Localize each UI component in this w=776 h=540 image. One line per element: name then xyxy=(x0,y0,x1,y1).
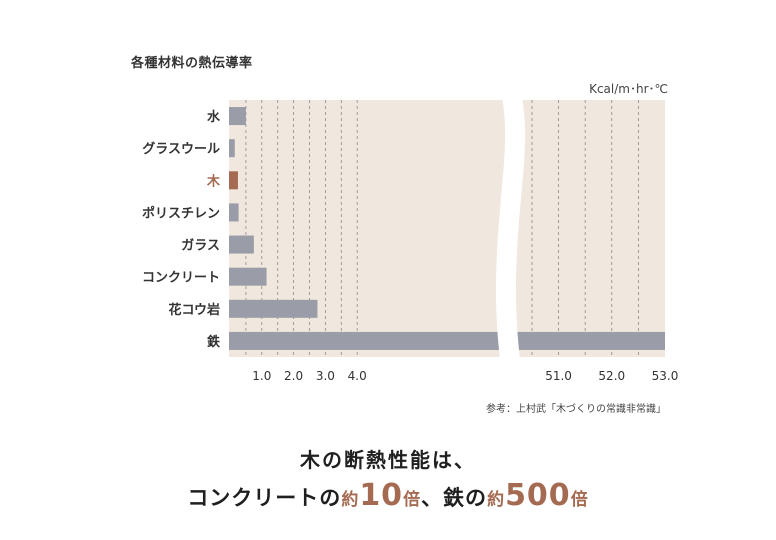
bar xyxy=(229,235,254,254)
chart-title: 各種材料の熱伝導率 xyxy=(131,56,253,71)
tick-label: 2.0 xyxy=(284,369,303,383)
tick-label: 52.0 xyxy=(598,369,625,383)
bar xyxy=(229,299,318,318)
bar xyxy=(229,139,235,158)
headline-line2: コンクリートの約10倍、鉄の約500倍 xyxy=(0,478,776,513)
category-label: グラスウール xyxy=(142,141,220,157)
headline-approx-2: 約 xyxy=(487,490,506,510)
headline-approx-1: 約 xyxy=(341,490,360,510)
tick-label: 51.0 xyxy=(545,369,572,383)
headline-text-e: 、鉄の xyxy=(421,486,488,510)
headline-number-10: 10 xyxy=(359,478,404,513)
category-label: 鉄 xyxy=(207,334,220,350)
plot-background xyxy=(229,100,665,357)
category-label: ポリスチレン xyxy=(142,205,220,221)
unit-label: Kcal/m･hr･℃ xyxy=(589,82,668,96)
bar xyxy=(229,267,267,286)
category-label: コンクリート xyxy=(142,271,220,286)
headline-text-a: コンクリートの xyxy=(187,486,342,510)
headline-number-500: 500 xyxy=(505,478,571,513)
axis-break xyxy=(495,98,526,359)
headline-times-1: 倍 xyxy=(403,490,422,510)
bar xyxy=(229,203,239,222)
headline-times-2: 倍 xyxy=(570,490,589,510)
headline-line1: 木の断熱性能は、 xyxy=(300,448,476,472)
category-label: ガラス xyxy=(181,239,220,254)
tick-label: 1.0 xyxy=(252,369,271,383)
bar xyxy=(229,331,665,350)
tick-label: 3.0 xyxy=(316,369,335,383)
category-label: 花コウ岩 xyxy=(169,302,220,318)
category-label: 木 xyxy=(206,173,221,189)
category-label: 水 xyxy=(207,109,221,125)
tick-label: 53.0 xyxy=(652,369,679,383)
bar xyxy=(229,171,238,190)
source-note: 参考：上村武「木づくりの常識非常識」 xyxy=(486,404,666,415)
tick-label: 4.0 xyxy=(348,369,367,383)
bar xyxy=(229,107,246,126)
